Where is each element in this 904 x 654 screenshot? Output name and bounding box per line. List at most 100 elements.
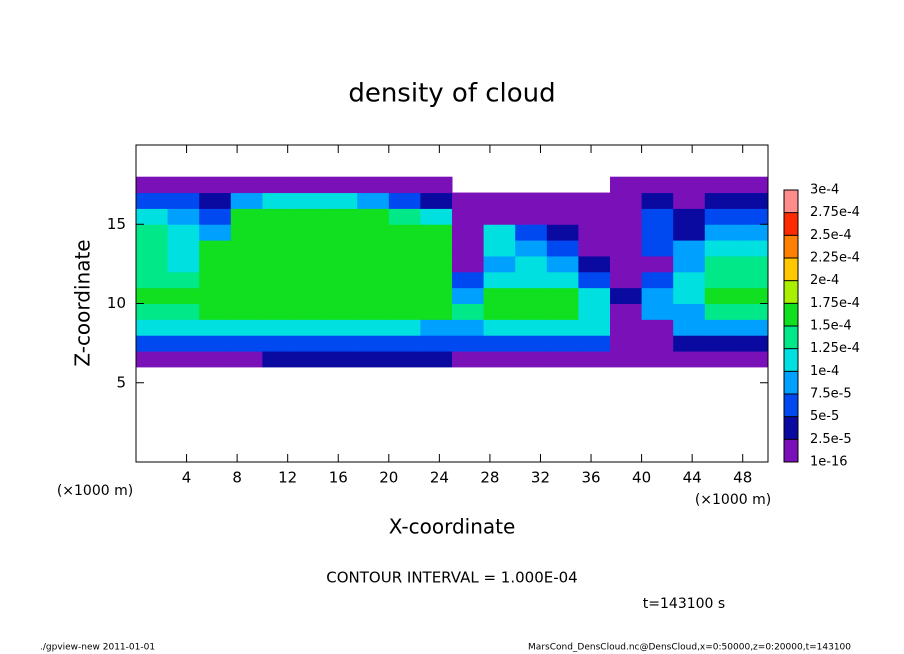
cell xyxy=(515,319,548,336)
cell xyxy=(546,351,579,368)
cell xyxy=(452,351,485,368)
x-tick-label: 12 xyxy=(278,469,297,487)
cell xyxy=(388,176,421,194)
cell xyxy=(546,319,579,336)
cell xyxy=(610,351,643,368)
cell xyxy=(578,240,611,257)
cell xyxy=(388,303,421,320)
cell xyxy=(673,224,706,241)
cell xyxy=(294,255,327,273)
cell xyxy=(641,224,674,241)
x-tick-label: 48 xyxy=(733,469,752,487)
footer-right: MarsCond_DensCloud.nc@DensCloud,x=0:5000… xyxy=(528,643,851,653)
colorbar-label: 2.75e-4 xyxy=(810,205,860,220)
cell xyxy=(199,208,232,225)
cell xyxy=(262,176,295,194)
cell xyxy=(515,255,548,273)
cell xyxy=(704,287,737,304)
y-tick-label: 10 xyxy=(107,294,126,312)
cell xyxy=(673,240,706,257)
cell xyxy=(230,335,263,352)
cell xyxy=(357,208,390,225)
cell xyxy=(199,240,232,257)
axes: 4 8 12 16 20 24 28 32 36 40 44 48510151e-162.5e-55e… xyxy=(107,144,860,487)
cell xyxy=(610,240,643,257)
cell xyxy=(262,319,295,336)
cell xyxy=(704,271,737,289)
contour-interval: CONTOUR INTERVAL = 1.000E-04 xyxy=(326,569,577,587)
cell xyxy=(136,240,169,257)
cell xyxy=(325,224,358,241)
cell xyxy=(230,192,263,209)
cell xyxy=(515,224,548,241)
x-tick-label: 36 xyxy=(581,469,600,487)
cell xyxy=(262,351,295,368)
cell xyxy=(199,271,232,289)
cell xyxy=(167,192,200,209)
cell xyxy=(515,335,548,352)
cell xyxy=(610,271,643,289)
cell xyxy=(388,240,421,257)
cell xyxy=(167,271,200,289)
cell xyxy=(578,335,611,352)
cell xyxy=(673,351,706,368)
cell xyxy=(136,192,169,209)
cell xyxy=(388,319,421,336)
cell xyxy=(167,240,200,257)
field xyxy=(136,176,769,368)
cell xyxy=(388,208,421,225)
cell xyxy=(673,287,706,304)
cell xyxy=(357,271,390,289)
colorbar-band xyxy=(784,416,798,440)
colorbar-label: 2e-4 xyxy=(810,273,839,288)
cell xyxy=(546,271,579,289)
cell xyxy=(452,335,485,352)
cell xyxy=(294,319,327,336)
cell xyxy=(325,176,358,194)
cell xyxy=(578,303,611,320)
cell xyxy=(294,224,327,241)
cell xyxy=(388,287,421,304)
cell xyxy=(420,192,453,209)
cell xyxy=(325,335,358,352)
cell xyxy=(483,335,516,352)
cell xyxy=(262,240,295,257)
cell xyxy=(325,287,358,304)
cell xyxy=(483,287,516,304)
cell xyxy=(673,335,706,352)
cell xyxy=(483,319,516,336)
cell xyxy=(420,335,453,352)
cell xyxy=(610,208,643,225)
cell xyxy=(515,351,548,368)
colorbar-band xyxy=(784,348,798,372)
cell xyxy=(230,319,263,336)
colorbar-band xyxy=(784,235,798,258)
cell xyxy=(262,192,295,209)
cell xyxy=(736,224,769,241)
cell xyxy=(167,208,200,225)
cell xyxy=(673,192,706,209)
cell xyxy=(294,303,327,320)
cell xyxy=(704,351,737,368)
cell xyxy=(199,224,232,241)
cell xyxy=(199,192,232,209)
cell xyxy=(610,287,643,304)
cell xyxy=(420,271,453,289)
cell xyxy=(452,287,485,304)
colorbar-label: 1.75e-4 xyxy=(810,296,860,311)
cell xyxy=(262,224,295,241)
cell xyxy=(230,303,263,320)
x-tick-label: 4 xyxy=(182,469,192,487)
cell xyxy=(420,208,453,225)
cell xyxy=(546,255,579,273)
cell xyxy=(325,255,358,273)
cell xyxy=(388,224,421,241)
cell xyxy=(578,255,611,273)
cell xyxy=(388,255,421,273)
cell xyxy=(357,176,390,194)
cell xyxy=(641,287,674,304)
cell xyxy=(230,224,263,241)
cell xyxy=(325,319,358,336)
cell xyxy=(325,240,358,257)
